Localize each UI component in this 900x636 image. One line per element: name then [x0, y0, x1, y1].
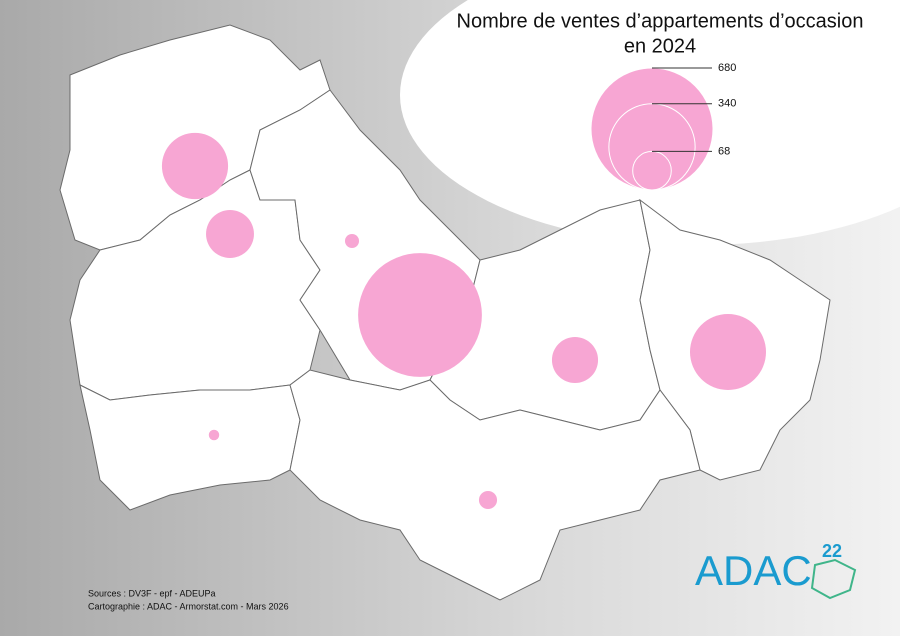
- title: Nombre de ventes d’appartements d’occasi…: [457, 10, 864, 32]
- logo-text: ADAC: [695, 547, 812, 594]
- proportional-circle: [206, 210, 254, 258]
- source: Cartographie : ADAC - Armorstat.com - Ma…: [88, 601, 289, 611]
- circles: [161, 132, 767, 510]
- title: en 2024: [624, 35, 696, 57]
- source: Sources : DV3F - epf - ADEUPa: [88, 588, 216, 598]
- proportional-circle: [208, 429, 220, 441]
- proportional-circle: [344, 233, 360, 249]
- territory: [289, 369, 701, 601]
- legend-label: 68: [718, 145, 730, 157]
- legend-label: 340: [718, 98, 736, 110]
- proportional-circle: [358, 253, 482, 377]
- logo-number: 22: [822, 541, 842, 561]
- proportional-circle: [161, 132, 229, 200]
- logo-shape: [810, 558, 857, 600]
- proportional-circle: [478, 490, 498, 510]
- legend-label: 680: [718, 62, 736, 74]
- proportional-circle: [689, 313, 767, 391]
- legend-circle: [632, 150, 672, 191]
- legend: 680 340 68: [590, 62, 736, 191]
- proportional-circle: [551, 336, 599, 384]
